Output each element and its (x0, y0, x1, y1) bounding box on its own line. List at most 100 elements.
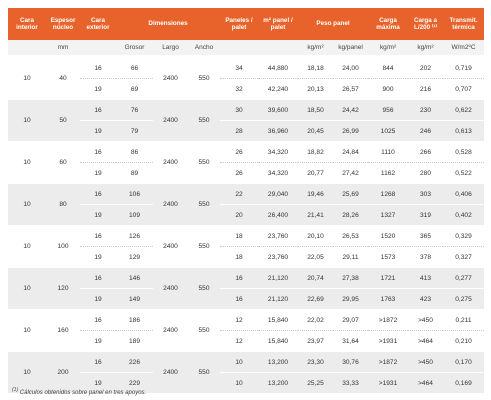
table-cell: 0,327 (443, 246, 484, 268)
table-cell: 18 (220, 225, 258, 247)
table-row: 10 100 16 126 2400 550 18 23,760 20,10 26,53 1520 3… (8, 225, 484, 268)
table-cell: 16 (80, 141, 116, 163)
table-cell: 0,613 (443, 120, 484, 142)
table-cell: 303 (408, 183, 443, 205)
table-cell: 550 (188, 309, 220, 352)
table-cell: 16 (80, 351, 116, 373)
table-cell: 29,07 (333, 309, 368, 331)
table-cell: 39,600 (258, 99, 298, 121)
table-cell: 10 (8, 309, 46, 352)
table-cell: 266 (408, 141, 443, 163)
table-cell: 19 (80, 120, 116, 142)
table-cell: 69 (116, 78, 153, 100)
table-cell: 0,707 (443, 78, 484, 100)
table-cell: 22,02 (298, 309, 333, 331)
table-cell: 20,77 (298, 162, 333, 184)
table-cell: 28,26 (333, 204, 368, 226)
table-cell: 129 (116, 246, 153, 268)
table-cell: 12 (220, 309, 258, 331)
header-cell: Carga a L/200 ⁽¹⁾ (408, 8, 443, 40)
table-cell: 18,82 (298, 141, 333, 163)
table-cell: 19 (80, 330, 116, 352)
table-cell: 109 (116, 204, 153, 226)
table-cell: 23,760 (258, 246, 298, 268)
table-cell: 13,200 (258, 351, 298, 373)
table-cell: 40 (46, 56, 80, 100)
table-cell: 0,622 (443, 99, 484, 121)
table-cell: 146 (116, 267, 153, 289)
table-cell: 86 (116, 141, 153, 163)
table-cell: 186 (116, 309, 153, 331)
table-cell: 60 (46, 141, 80, 184)
footnote-marker: (1) (12, 387, 19, 393)
header-cell: Peso panel (298, 8, 368, 40)
table-cell: 12 (220, 330, 258, 352)
table-cell: 246 (408, 120, 443, 142)
row-group: 10 50 16 76 2400 550 30 39,600 18,50 24,42 956 230 0… (8, 99, 484, 142)
table-cell: 16 (80, 99, 116, 121)
table-cell: 106 (116, 183, 153, 205)
table-cell: 2400 (153, 309, 188, 352)
table-cell: 216 (408, 78, 443, 100)
table-cell: 34,320 (258, 162, 298, 184)
table-cell: 378 (408, 246, 443, 268)
table-cell: 16 (220, 267, 258, 289)
table-cell: 1025 (368, 120, 408, 142)
table-cell: 0,522 (443, 162, 484, 184)
table-row: 19 149 16 21,120 22,69 29,95 1763 423 0,275 (8, 288, 484, 310)
table-cell: 1110 (368, 141, 408, 163)
table-cell: 19 (80, 246, 116, 268)
table-cell: 13,200 (258, 372, 298, 393)
table-cell: 22 (220, 183, 258, 205)
table-cell: 18,50 (298, 99, 333, 121)
header-cell: Dimensiones (116, 8, 220, 40)
table-cell: 226 (116, 351, 153, 373)
table-cell: 66 (116, 56, 153, 79)
table-cell: 19 (80, 78, 116, 100)
row-group: 10 60 16 86 2400 550 26 34,320 18,82 24,84 1110 266… (8, 141, 484, 184)
table-cell: 550 (188, 351, 220, 393)
table-cell: 16 (80, 183, 116, 205)
table-row: 19 69 32 42,240 20,13 26,57 900 216 0,707 (8, 78, 484, 100)
units-cell: W/m2ºC (443, 40, 484, 58)
table-cell: 20,74 (298, 267, 333, 289)
table-row: 10 200 16 226 2400 550 10 13,200 23,30 30,76 >1872… (8, 351, 484, 393)
table-cell: 1162 (368, 162, 408, 184)
table-cell: >464 (408, 330, 443, 352)
footnote: (1) Cálculos obtenidos sobre panel en tr… (12, 387, 146, 396)
table-cell: 365 (408, 225, 443, 247)
table-row: 19 79 28 36,960 20,45 26,99 1025 246 0,613 (8, 120, 484, 142)
header-cell: Carga máxima (368, 8, 408, 40)
table-cell: 15,840 (258, 330, 298, 352)
table-cell: 550 (188, 267, 220, 310)
table-cell: 26,57 (333, 78, 368, 100)
table-cell: 2400 (153, 56, 188, 100)
table-cell: 16 (220, 288, 258, 310)
table-row: 10 60 16 86 2400 550 26 34,320 18,82 24,84 1110 266… (8, 141, 484, 184)
table-cell: 2400 (153, 351, 188, 393)
table-cell: 550 (188, 56, 220, 100)
table-cell: 33,33 (333, 372, 368, 393)
table-cell: 10 (220, 351, 258, 373)
header-cell: Cara exterior (80, 8, 116, 40)
units-cell: Grosor (116, 40, 153, 58)
table-cell: 18 (220, 246, 258, 268)
table-cell: 0,170 (443, 351, 484, 373)
table-cell: 44,880 (258, 56, 298, 79)
table-cell: 26 (220, 141, 258, 163)
table-cell: 31,64 (333, 330, 368, 352)
header-row: Cara interior Espesor núcleo Cara exteri… (8, 8, 484, 40)
table-cell: 18,18 (298, 56, 333, 79)
table-cell: 20,13 (298, 78, 333, 100)
table-cell: 229 (116, 372, 153, 393)
table-cell: 550 (188, 99, 220, 142)
table-cell: 24,42 (333, 99, 368, 121)
units-cell: kg/panel (333, 40, 368, 58)
table-cell: 2400 (153, 141, 188, 184)
units-cell (220, 40, 258, 58)
table-cell: 50 (46, 99, 80, 142)
header-cell: Paneles / palet (220, 8, 258, 40)
table-cell: >450 (408, 351, 443, 373)
table-cell: 30 (220, 99, 258, 121)
